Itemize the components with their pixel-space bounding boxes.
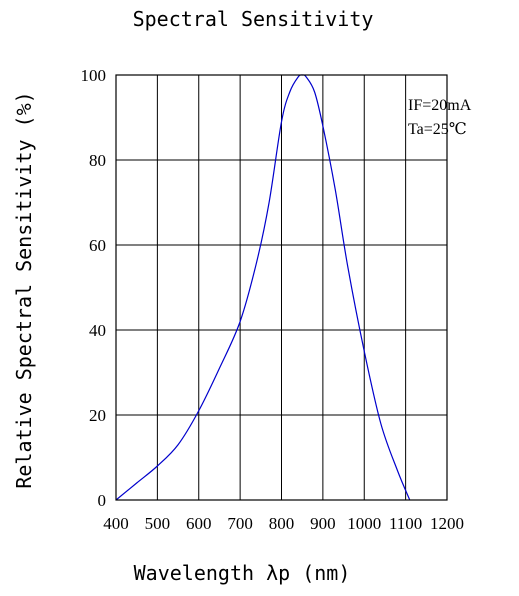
x-tick-label: 900 (310, 514, 336, 533)
x-tick-label: 800 (269, 514, 295, 533)
grid (116, 75, 447, 500)
x-tick-label: 400 (103, 514, 129, 533)
annotation-current: IF=20mA (408, 97, 472, 114)
plot-area-frame (115, 74, 448, 501)
x-axis-label: Wavelength λp (nm) (134, 561, 351, 585)
y-tick-label: 40 (89, 321, 106, 340)
x-tick-label: 600 (186, 514, 212, 533)
x-tick-label: 500 (145, 514, 171, 533)
series-line (115, 74, 411, 501)
y-tick-labels: 0 20 40 60 80 100 (81, 66, 107, 510)
chart-title: Spectral Sensitivity (133, 7, 374, 31)
annotation-box: IF=20mA Ta=25℃ (408, 97, 472, 138)
x-tick-labels: 400 500 600 700 800 900 1000 1100 1200 (103, 514, 464, 533)
y-tick-label: 0 (98, 491, 107, 510)
x-tick-label: 1000 (347, 514, 381, 533)
y-tick-label: 80 (89, 151, 106, 170)
y-tick-label: 60 (89, 236, 106, 255)
annotation-temperature: Ta=25℃ (408, 121, 467, 138)
x-tick-label: 1100 (389, 514, 422, 533)
x-tick-label: 700 (227, 514, 253, 533)
y-axis-label: Relative Spectral Sensitivity (%) (12, 91, 36, 488)
y-tick-label: 100 (81, 66, 107, 85)
y-tick-label: 20 (89, 406, 106, 425)
x-tick-label: 1200 (430, 514, 464, 533)
series-layer (115, 74, 411, 501)
